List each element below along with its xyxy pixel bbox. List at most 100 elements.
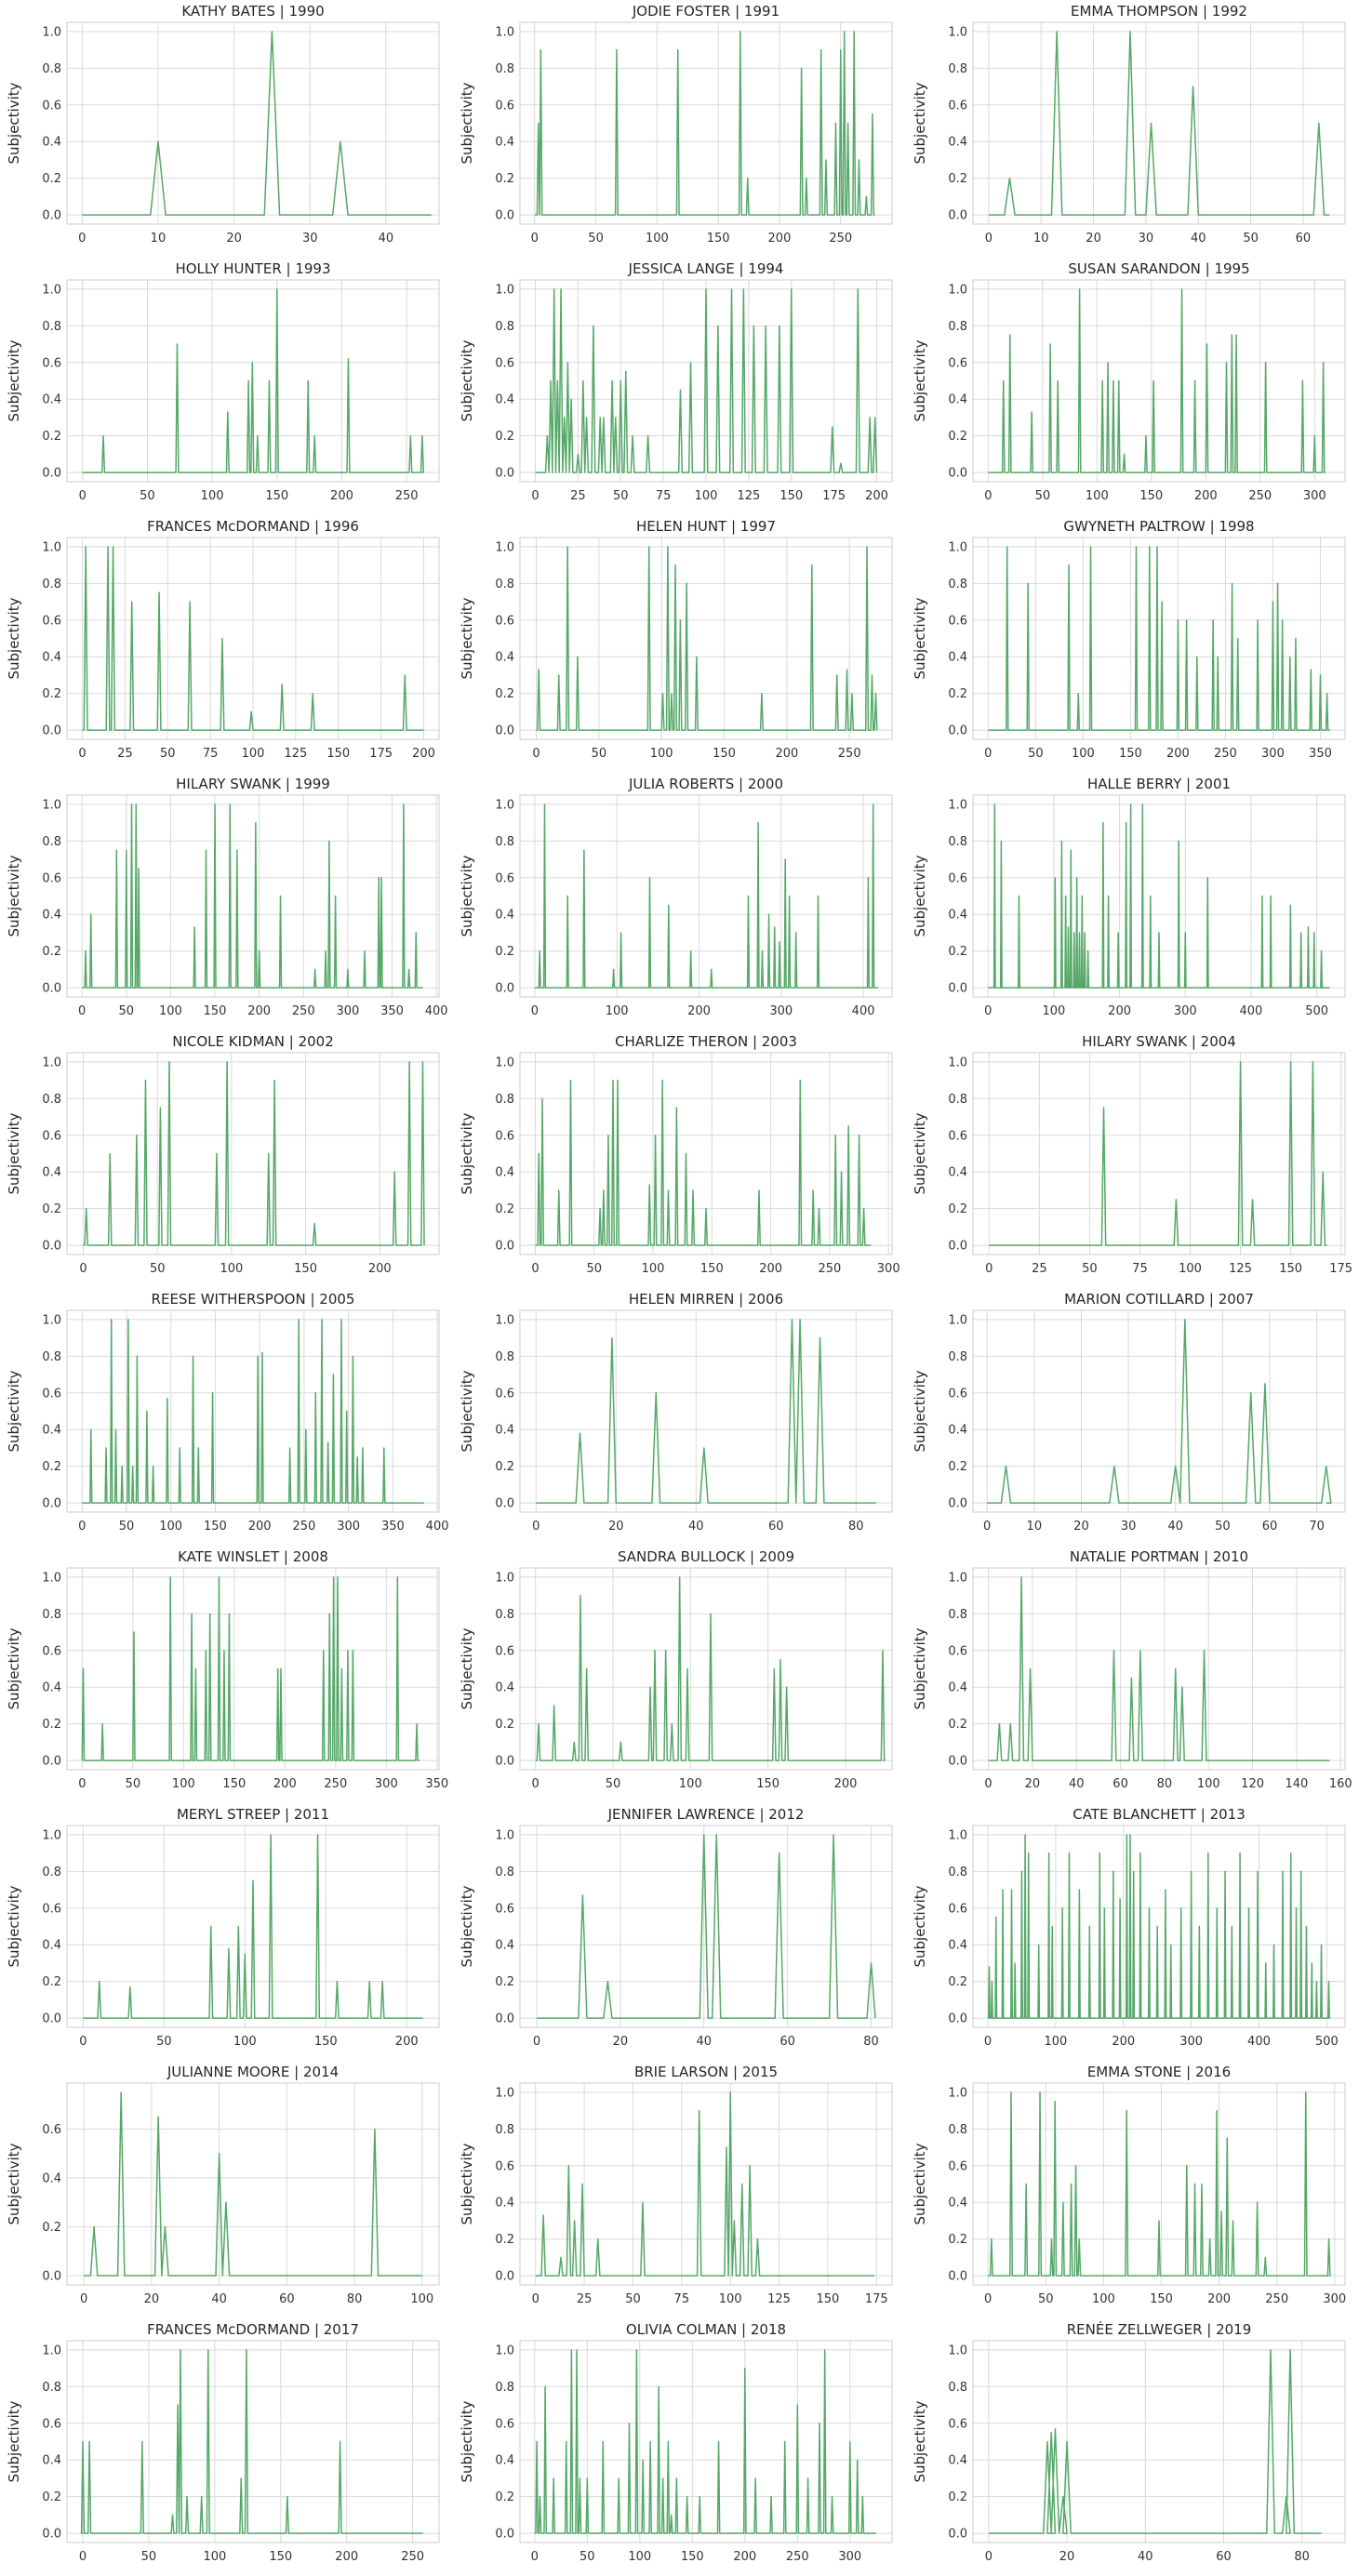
y-tick-label: 1.0 <box>42 1571 61 1585</box>
axes-frame <box>972 2340 1346 2543</box>
subplot-title: HILARY SWANK | 2004 <box>1082 1033 1236 1050</box>
x-tick-label: 25 <box>117 747 133 761</box>
subplot-title: HELEN HUNT | 1997 <box>636 518 776 535</box>
x-tick-label: 125 <box>767 2292 791 2306</box>
y-tick-label: 0.2 <box>948 687 967 701</box>
x-tick-label: 80 <box>347 2292 363 2306</box>
y-tick-label: 0.4 <box>495 2197 514 2211</box>
subplot-title: HILARY SWANK | 1999 <box>176 776 330 792</box>
x-tick-label: 20 <box>613 2035 629 2049</box>
subplot-svg: NICOLE KIDMAN | 2002 0 50 100 150 200 0.0 0.2 0.… <box>6 1033 440 1276</box>
y-axis-label: Subjectivity <box>912 2400 928 2482</box>
series-line <box>536 1834 876 2019</box>
y-tick-label: 0.8 <box>948 62 967 76</box>
x-tick-label: 80 <box>848 1520 864 1534</box>
axes-frame <box>519 2082 893 2286</box>
x-tick-label: 250 <box>292 1520 315 1534</box>
x-tick-label: 100 <box>1072 747 1095 761</box>
x-tick-label: 200 <box>368 1262 392 1276</box>
x-tick-label: 50 <box>150 1262 166 1276</box>
series-line <box>535 1576 886 1761</box>
subplot-title: BRIE LARSON | 2015 <box>634 2064 778 2080</box>
y-tick-label: 0.8 <box>948 2381 967 2395</box>
series-line <box>534 2349 877 2534</box>
y-tick-label: 0.2 <box>948 1975 967 1989</box>
y-tick-label: 0.4 <box>948 909 967 923</box>
y-axis-label: Subjectivity <box>459 82 475 164</box>
y-tick-label: 0.8 <box>42 1866 61 1879</box>
x-tick-label: 150 <box>707 232 730 246</box>
x-tick-label: 0 <box>532 1520 540 1534</box>
subplot-svg: JESSICA LANGE | 1994 0 25 50 75 100 125 150 175 2… <box>459 260 893 503</box>
y-tick-label: 0.6 <box>948 614 967 628</box>
x-tick-label: 250 <box>1265 2292 1288 2306</box>
x-tick-label: 60 <box>768 1520 784 1534</box>
y-tick-label: 0.2 <box>495 1975 514 1989</box>
axes-frame <box>519 279 893 483</box>
x-tick-label: 200 <box>395 2035 419 2049</box>
y-axis-label: Subjectivity <box>6 2400 22 2482</box>
y-axis-label: Subjectivity <box>6 1627 22 1709</box>
subplot-title: JODIE FOSTER | 1991 <box>632 3 779 20</box>
y-tick-label: 1.0 <box>948 1828 967 1842</box>
x-tick-label: 40 <box>1138 2550 1153 2564</box>
subplot-title: NATALIE PORTMAN | 2010 <box>1070 1548 1248 1565</box>
y-tick-label: 0.0 <box>495 982 514 996</box>
y-tick-label: 0.2 <box>495 1202 514 1216</box>
axes-frame <box>972 279 1346 483</box>
subplot-svg: FRANCES McDORMAND | 2017 0 50 100 150 200 250 0… <box>6 2321 440 2564</box>
x-tick-label: 350 <box>381 1520 405 1534</box>
x-tick-label: 300 <box>1179 2035 1203 2049</box>
x-tick-label: 75 <box>203 747 219 761</box>
x-tick-label: 100 <box>1086 489 1109 503</box>
y-tick-label: 0.0 <box>948 2270 967 2284</box>
x-tick-label: 250 <box>292 1004 315 1018</box>
x-tick-label: 0 <box>532 1777 540 1791</box>
y-tick-label: 0.8 <box>42 1093 61 1107</box>
x-tick-label: 400 <box>425 1004 448 1018</box>
x-tick-label: 100 <box>719 2292 742 2306</box>
x-tick-label: 200 <box>768 232 792 246</box>
y-axis-label: Subjectivity <box>912 1885 928 1967</box>
y-tick-label: 0.6 <box>42 2123 61 2137</box>
x-tick-label: 150 <box>326 747 350 761</box>
x-tick-label: 300 <box>838 2550 861 2564</box>
subplot-svg: NATALIE PORTMAN | 2010 0 20 40 60 80 100 120 140… <box>912 1548 1352 1791</box>
x-tick-label: 150 <box>700 1262 724 1276</box>
subplot-svg: EMMA THOMPSON | 1992 0 10 20 30 40 50 60 0.0 0.2 0… <box>912 3 1346 246</box>
series-line <box>988 2349 1322 2534</box>
x-tick-label: 0 <box>78 1777 86 1791</box>
x-tick-label: 100 <box>201 489 224 503</box>
x-tick-label: 150 <box>779 489 803 503</box>
series-line <box>82 1319 424 1504</box>
y-tick-label: 0.4 <box>42 1681 61 1695</box>
y-tick-label: 0.4 <box>495 1939 514 1953</box>
x-tick-label: 50 <box>119 1520 135 1534</box>
subplot-title: CATE BLANCHETT | 2013 <box>1073 1806 1246 1823</box>
y-tick-label: 0.2 <box>495 945 514 959</box>
x-tick-label: 50 <box>140 489 155 503</box>
y-tick-label: 1.0 <box>495 1313 514 1327</box>
y-tick-label: 0.4 <box>948 393 967 407</box>
y-tick-label: 0.2 <box>495 687 514 701</box>
subplot-svg: MERYL STREEP | 2011 0 50 100 150 200 0.0 0.2 0.4… <box>6 1806 440 2049</box>
x-tick-label: 20 <box>608 1520 624 1534</box>
y-tick-label: 1.0 <box>948 540 967 554</box>
x-tick-label: 200 <box>1112 2035 1135 2049</box>
x-tick-label: 0 <box>984 2292 992 2306</box>
x-tick-label: 300 <box>1261 747 1285 761</box>
subplot: CATE BLANCHETT | 2013 0 100 200 300 400 500 0.0… <box>906 1803 1359 2061</box>
series-line <box>83 1834 423 2019</box>
y-tick-label: 0.8 <box>42 1608 61 1622</box>
y-tick-label: 0.0 <box>42 982 61 996</box>
subplot-svg: SUSAN SARANDON | 1995 0 50 100 150 200 250 300 0… <box>912 260 1346 503</box>
subplot: SUSAN SARANDON | 1995 0 50 100 150 200 250 300 0… <box>906 258 1359 515</box>
subplot-title: JULIA ROBERTS | 2000 <box>628 776 783 792</box>
x-tick-label: 50 <box>1038 2292 1054 2306</box>
x-tick-label: 150 <box>816 2292 839 2306</box>
y-tick-label: 1.0 <box>42 283 61 297</box>
x-tick-label: 50 <box>580 2550 595 2564</box>
axes-frame <box>519 537 893 740</box>
x-tick-label: 0 <box>79 489 87 503</box>
x-tick-label: 250 <box>395 489 419 503</box>
